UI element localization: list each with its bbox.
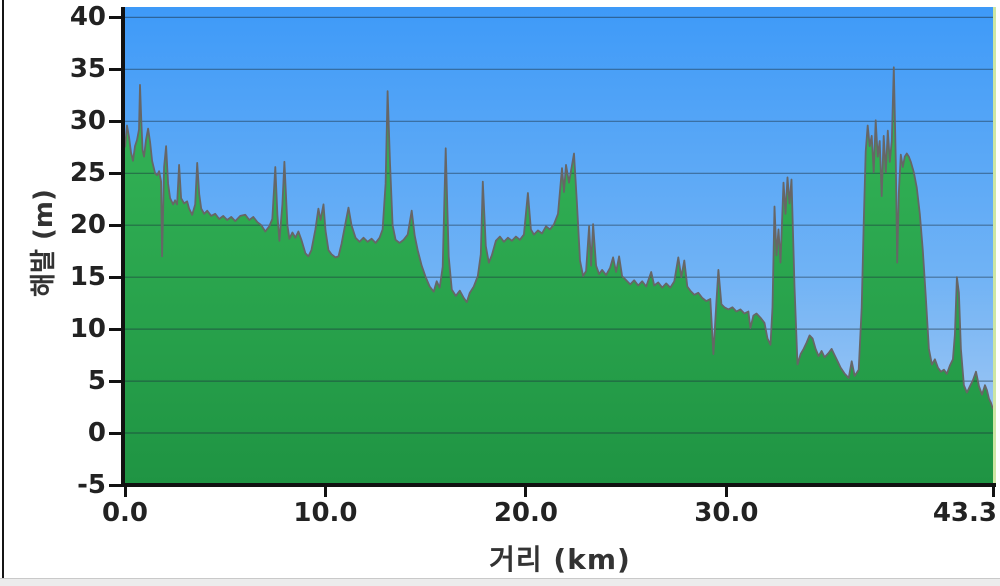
window-bottom-bar [0, 578, 1000, 586]
window-left-border [2, 0, 4, 578]
x-tick-mark [323, 487, 327, 497]
elevation-area-chart [125, 16, 993, 485]
y-axis-title: 해발 (m) [29, 189, 59, 297]
y-tick-mark [109, 15, 121, 19]
x-tick-label: 20.0 [493, 498, 558, 528]
y-axis-line [121, 7, 125, 487]
y-tick-label: 15 [69, 262, 106, 293]
x-tick-label: 43.3 [932, 498, 997, 528]
y-tick-mark [109, 119, 121, 123]
x-axis-title: 거리 (km) [489, 543, 631, 576]
y-tick-mark [109, 379, 121, 383]
y-tick-mark [109, 223, 121, 227]
x-tick-mark [524, 487, 528, 497]
y-tick-label: 25 [69, 158, 106, 189]
y-tick-mark [109, 67, 121, 71]
y-tick-mark [109, 275, 121, 279]
x-axis-line [121, 483, 996, 487]
y-tick-mark [109, 431, 121, 435]
y-tick-label: 20 [69, 210, 106, 241]
y-tick-mark [109, 327, 121, 331]
x-tick-label: 30.0 [694, 498, 759, 528]
y-tick-label: 40 [69, 2, 106, 33]
x-tick-mark [991, 487, 995, 497]
x-tick-label: 10.0 [293, 498, 358, 528]
y-tick-label: 0 [87, 418, 106, 449]
elevation-outline [125, 66, 993, 410]
y-tick-mark [109, 171, 121, 175]
x-tick-mark [123, 487, 127, 497]
y-tick-label: 5 [87, 366, 106, 397]
y-tick-mark [109, 483, 121, 487]
y-tick-label: -5 [77, 470, 106, 500]
x-tick-mark [724, 487, 728, 497]
plot-area [125, 7, 996, 485]
y-tick-label: 35 [69, 54, 106, 85]
x-tick-label: 0.0 [101, 498, 149, 528]
y-tick-label: 10 [69, 314, 106, 345]
y-tick-label: 30 [69, 106, 106, 137]
